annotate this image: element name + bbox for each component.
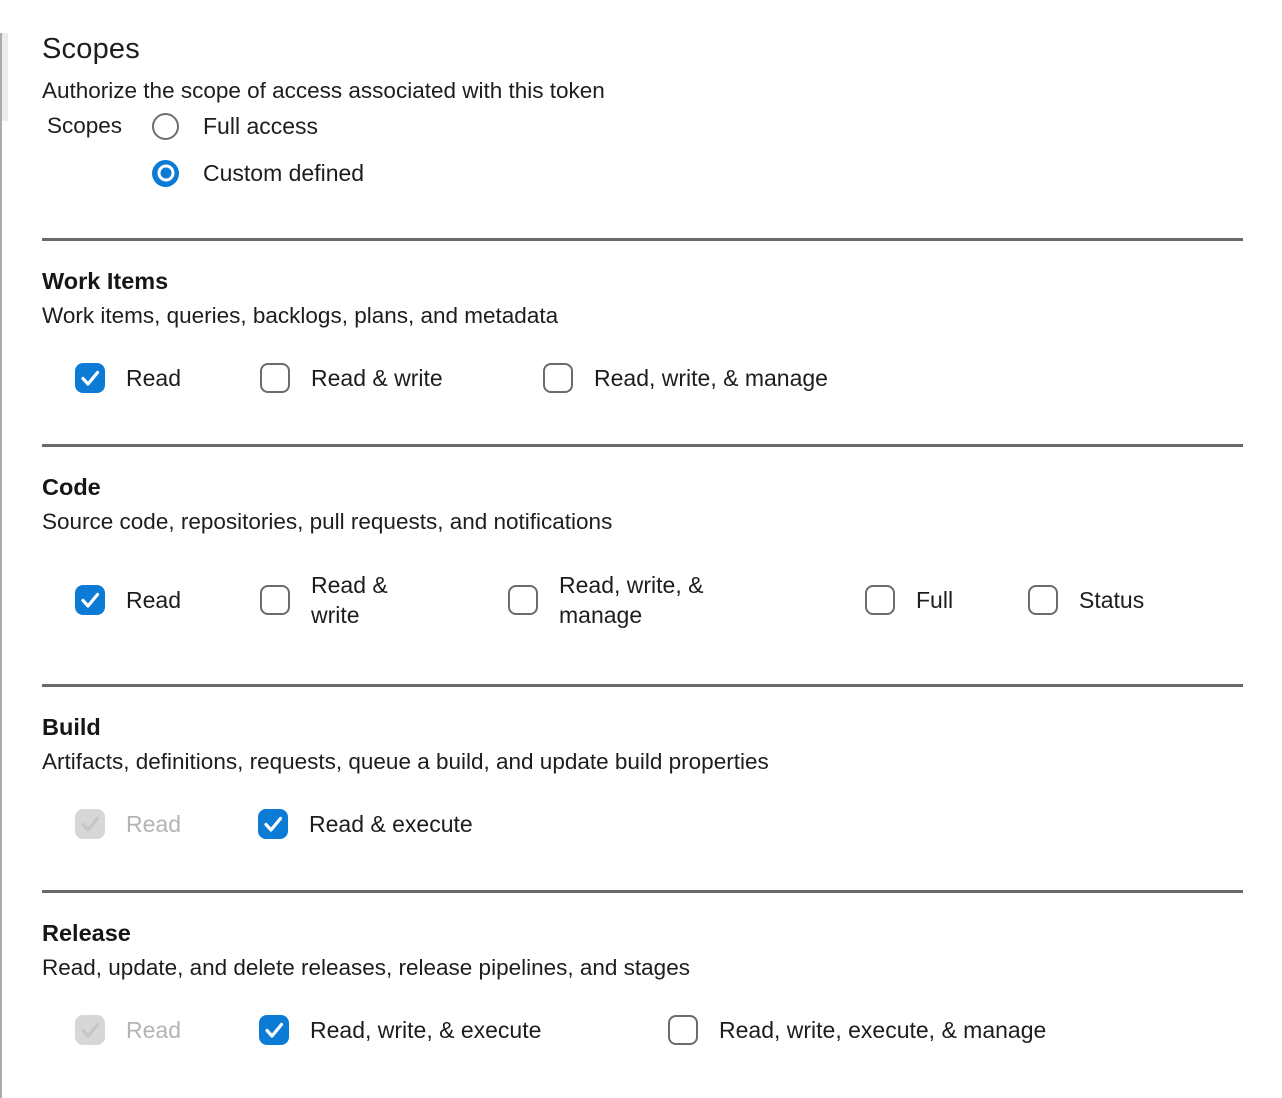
checkbox-option-read[interactable]: Read bbox=[75, 568, 181, 632]
left-panel-border bbox=[0, 33, 2, 1098]
checkbox-label: Read bbox=[126, 1017, 181, 1043]
checkbox-label: Read, write, & manage bbox=[559, 572, 704, 628]
section-description: Source code, repositories, pull requests… bbox=[42, 509, 613, 534]
section-title: Code bbox=[42, 474, 101, 500]
scopes-sections: Work Items Work items, queries, backlogs,… bbox=[42, 241, 1243, 1045]
radio-option-full-access[interactable]: Full access bbox=[152, 112, 364, 140]
section-options-row: Read Read, write, & execute Read, write, e… bbox=[42, 1015, 1243, 1045]
page-title: Scopes bbox=[42, 33, 140, 65]
section-description: Work items, queries, backlogs, plans, an… bbox=[42, 303, 559, 328]
section-options-row: Read Read & write Read, write, & manage Ful… bbox=[42, 568, 1243, 632]
check-icon bbox=[81, 370, 100, 386]
checkbox-option-read-write-execute[interactable]: Read, write, & execute bbox=[259, 1015, 541, 1045]
checkbox-option-read: Read bbox=[75, 1015, 181, 1045]
checkbox-checked-icon bbox=[75, 1015, 105, 1045]
checkbox-option-read[interactable]: Read bbox=[75, 363, 181, 393]
scopes-header: Scopes Authorize the scope of access ass… bbox=[42, 33, 1243, 241]
check-icon bbox=[81, 816, 100, 832]
checkbox-option-read: Read bbox=[75, 809, 181, 839]
section-options-row: Read Read & write Read, write, & manage bbox=[42, 363, 1243, 393]
scopes-panel: Scopes Authorize the scope of access ass… bbox=[42, 33, 1243, 1045]
scope-section-work-items: Work Items Work items, queries, backlogs,… bbox=[42, 241, 1243, 447]
radio-option-custom-defined[interactable]: Custom defined bbox=[152, 159, 364, 187]
checkbox-label: Read & write bbox=[311, 365, 443, 391]
section-title: Release bbox=[42, 920, 131, 946]
scopes-field-label: Scopes bbox=[47, 113, 123, 138]
checkbox-unchecked-icon[interactable] bbox=[508, 585, 538, 615]
checkbox-unchecked-icon[interactable] bbox=[260, 363, 290, 393]
check-icon bbox=[81, 1022, 100, 1038]
checkbox-option-read-write-execute-manage[interactable]: Read, write, execute, & manage bbox=[668, 1015, 1046, 1045]
section-title: Work Items bbox=[42, 268, 169, 294]
checkbox-checked-icon[interactable] bbox=[258, 809, 288, 839]
section-title: Build bbox=[42, 714, 101, 740]
checkbox-checked-icon bbox=[75, 809, 105, 839]
checkbox-checked-icon[interactable] bbox=[259, 1015, 289, 1045]
checkbox-option-read-write[interactable]: Read & write bbox=[260, 568, 411, 632]
checkbox-checked-icon[interactable] bbox=[75, 363, 105, 393]
scope-section-release: Release Read, update, and delete releases… bbox=[42, 893, 1243, 1045]
checkbox-option-read-write-manage[interactable]: Read, write, & manage bbox=[543, 363, 828, 393]
radio-unchecked-icon[interactable] bbox=[152, 112, 179, 140]
checkbox-label: Read bbox=[126, 811, 181, 837]
checkbox-unchecked-icon[interactable] bbox=[543, 363, 573, 393]
check-icon bbox=[264, 816, 283, 832]
checkbox-option-read-write-manage[interactable]: Read, write, & manage bbox=[508, 568, 744, 632]
checkbox-unchecked-icon[interactable] bbox=[865, 585, 895, 615]
checkbox-unchecked-icon[interactable] bbox=[260, 585, 290, 615]
radio-checked-icon[interactable] bbox=[152, 159, 179, 187]
page-subtitle: Authorize the scope of access associated… bbox=[42, 78, 605, 103]
section-options-row: Read Read & execute bbox=[42, 809, 1243, 839]
checkbox-unchecked-icon[interactable] bbox=[668, 1015, 698, 1045]
checkbox-label: Full bbox=[916, 587, 954, 613]
section-description: Artifacts, definitions, requests, queue … bbox=[42, 749, 769, 774]
radio-label: Custom defined bbox=[203, 160, 365, 186]
checkbox-option-read-write[interactable]: Read & write bbox=[260, 363, 443, 393]
check-icon bbox=[265, 1022, 284, 1038]
checkbox-label: Read bbox=[126, 587, 181, 613]
left-scrollbar-thumb[interactable] bbox=[0, 33, 8, 121]
checkbox-option-full[interactable]: Full bbox=[865, 568, 953, 632]
scopes-radio-group: Scopes Full access Custom defined bbox=[42, 112, 1243, 187]
scope-section-code: Code Source code, repositories, pull requ… bbox=[42, 447, 1243, 687]
radio-label: Full access bbox=[203, 113, 319, 139]
checkbox-label: Read, write, & execute bbox=[310, 1017, 542, 1043]
scope-section-build: Build Artifacts, definitions, requests, q… bbox=[42, 687, 1243, 893]
checkbox-label: Read & write bbox=[311, 572, 388, 628]
checkbox-checked-icon[interactable] bbox=[75, 585, 105, 615]
radio-options: Full access Custom defined bbox=[152, 112, 364, 187]
check-icon bbox=[81, 592, 100, 608]
checkbox-unchecked-icon[interactable] bbox=[1028, 585, 1058, 615]
checkbox-label: Read, write, & manage bbox=[594, 365, 828, 391]
checkbox-option-read-execute[interactable]: Read & execute bbox=[258, 809, 473, 839]
checkbox-label: Read, write, execute, & manage bbox=[719, 1017, 1047, 1043]
checkbox-option-status[interactable]: Status bbox=[1028, 568, 1144, 632]
checkbox-label: Read & execute bbox=[309, 811, 473, 837]
section-description: Read, update, and delete releases, relea… bbox=[42, 955, 690, 980]
checkbox-label: Status bbox=[1079, 587, 1145, 613]
checkbox-label: Read bbox=[126, 365, 181, 391]
